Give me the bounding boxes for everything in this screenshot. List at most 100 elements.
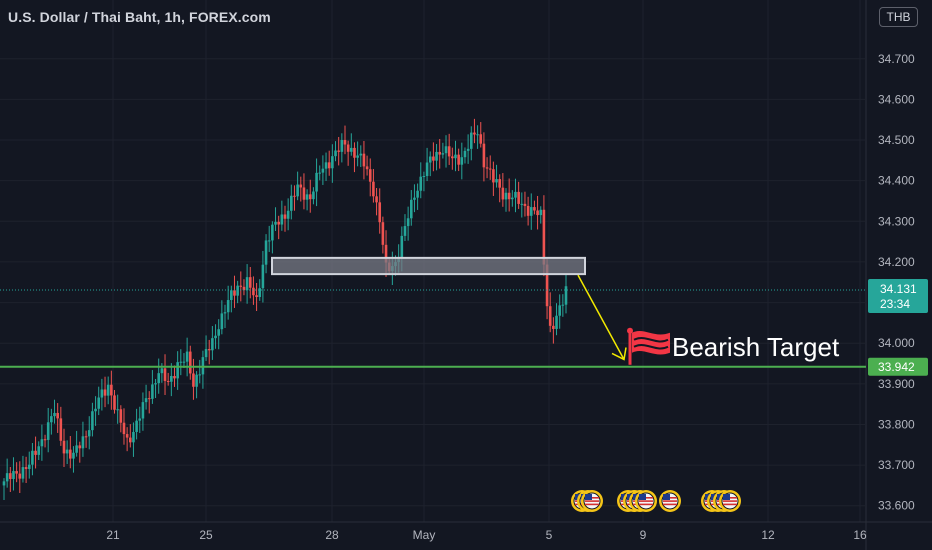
price-tick-label: 34.400 xyxy=(878,174,915,188)
candle-body xyxy=(457,154,460,165)
price-tick-label: 33.900 xyxy=(878,377,915,391)
candle-body xyxy=(533,207,536,211)
candle-body xyxy=(182,361,186,363)
candle-body xyxy=(536,210,539,216)
annotation-text[interactable]: Bearish Target xyxy=(672,332,840,362)
candle-body xyxy=(444,146,448,154)
candle-body xyxy=(5,473,9,482)
candle-body xyxy=(321,168,325,173)
candle-body xyxy=(37,446,41,455)
candle-body xyxy=(277,221,280,225)
time-axis[interactable]: 21 25 28 May 5 9 12 16 xyxy=(106,528,867,542)
candle-body xyxy=(469,132,473,149)
candles-layer xyxy=(2,118,568,501)
candle-body xyxy=(384,244,388,263)
candle-body xyxy=(552,325,555,329)
candle-body xyxy=(539,209,543,216)
candle-body xyxy=(488,168,492,170)
candle-body xyxy=(252,287,255,296)
candle-body xyxy=(27,464,31,469)
candle-body xyxy=(447,146,451,157)
candle-body xyxy=(173,375,176,379)
candle-body xyxy=(223,312,227,314)
time-tick-label: May xyxy=(413,528,436,542)
price-tick-label: 34.500 xyxy=(878,133,915,147)
time-tick-label: 12 xyxy=(761,528,775,542)
candle-body xyxy=(290,195,293,211)
candle-body xyxy=(154,383,157,385)
candle-body xyxy=(170,375,173,382)
candle-body xyxy=(122,422,126,435)
time-tick-label: 25 xyxy=(199,528,213,542)
candle-body xyxy=(438,151,442,155)
candle-body xyxy=(100,389,104,398)
candle-body xyxy=(195,374,198,387)
candle-body xyxy=(327,162,331,169)
candle-body xyxy=(356,155,359,158)
candle-body xyxy=(378,202,382,223)
symbol-title[interactable]: U.S. Dollar / Thai Baht, 1h, FOREX.com xyxy=(8,9,271,25)
candle-body xyxy=(258,288,262,297)
candle-body xyxy=(495,179,498,183)
candle-body xyxy=(2,481,6,486)
economic-events xyxy=(571,490,741,512)
candle-body xyxy=(78,445,82,449)
bearish-arrow[interactable] xyxy=(577,274,627,361)
candle-body xyxy=(242,286,246,291)
candle-body xyxy=(119,409,123,423)
candle-body xyxy=(40,439,44,447)
candle-body xyxy=(337,150,340,152)
candle-body xyxy=(400,235,404,258)
us-flag-icon xyxy=(659,490,681,512)
candle-body xyxy=(264,240,268,265)
candle-body xyxy=(346,144,350,152)
candle-body xyxy=(324,162,328,169)
candle-body xyxy=(230,290,233,301)
candle-body xyxy=(463,150,467,158)
candle-body xyxy=(157,373,161,384)
candle-body xyxy=(267,240,271,242)
price-tick-label: 34.300 xyxy=(878,214,915,228)
candle-body xyxy=(15,471,18,474)
candle-body xyxy=(365,166,369,170)
time-tick-label: 16 xyxy=(853,528,867,542)
candle-body xyxy=(454,154,457,159)
candle-body xyxy=(334,150,337,157)
candle-body xyxy=(403,226,407,236)
candle-body xyxy=(125,434,129,438)
candle-body xyxy=(69,449,72,459)
candle-body xyxy=(211,338,214,351)
candle-body xyxy=(473,132,476,135)
price-tick-label: 34.600 xyxy=(878,92,915,106)
candle-body xyxy=(286,210,290,219)
candle-body xyxy=(343,140,347,145)
price-tick-label: 33.700 xyxy=(878,458,915,472)
candle-body xyxy=(81,436,85,449)
candle-body xyxy=(299,184,303,188)
resistance-zone[interactable] xyxy=(271,256,586,276)
candle-body xyxy=(485,167,489,169)
candle-body xyxy=(315,172,318,192)
candle-body xyxy=(312,191,315,200)
currency-badge[interactable]: THB xyxy=(879,7,918,27)
candle-body xyxy=(422,175,426,177)
candle-body xyxy=(529,207,533,216)
candle-body xyxy=(144,398,148,403)
candle-body xyxy=(425,162,429,176)
candle-body xyxy=(204,349,208,358)
candle-body xyxy=(62,440,66,454)
candle-body xyxy=(217,329,220,336)
candle-body xyxy=(94,408,97,412)
candle-body xyxy=(375,196,378,203)
candle-body xyxy=(296,184,299,197)
candle-body xyxy=(353,147,356,158)
candle-body xyxy=(409,199,413,219)
candle-body xyxy=(236,285,239,296)
candle-body xyxy=(106,384,110,396)
candle-body xyxy=(50,416,53,423)
price-tick-label: 33.600 xyxy=(878,499,915,513)
candle-body xyxy=(53,412,56,417)
us-flag-icon xyxy=(581,490,603,512)
candle-body xyxy=(248,277,252,288)
